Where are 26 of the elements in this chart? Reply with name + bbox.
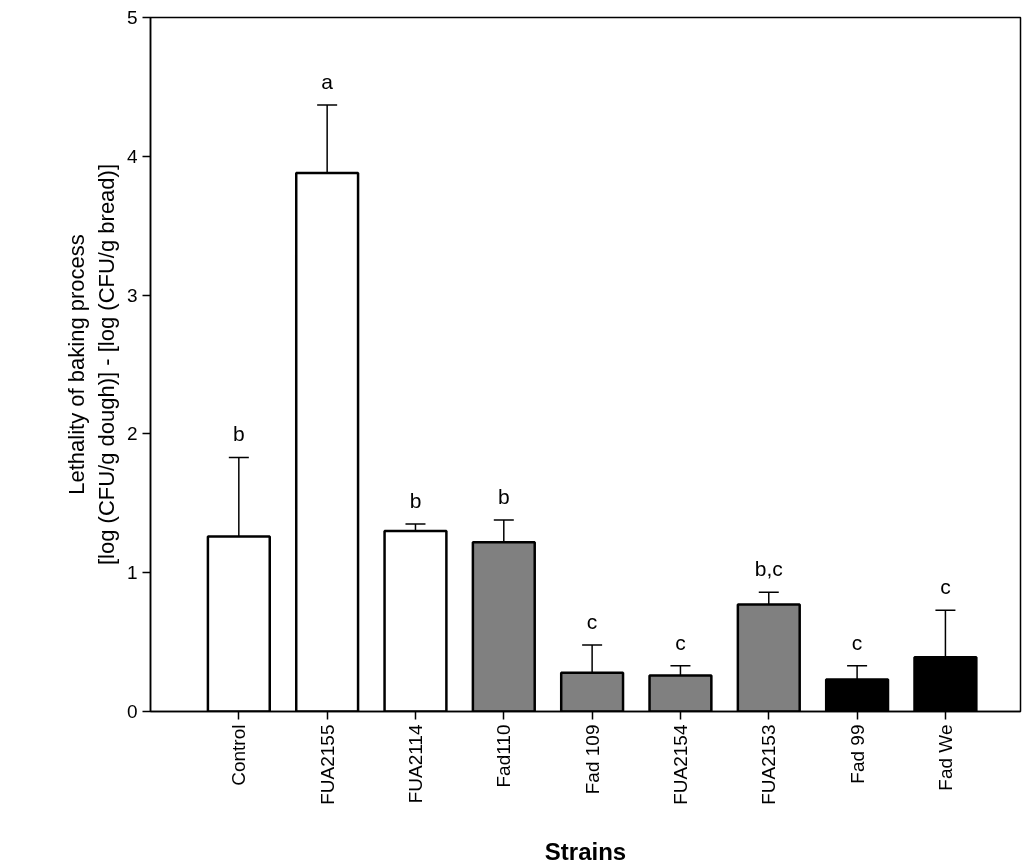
x-tick-label: Fad110 [493,724,515,788]
y-tick-label: 4 [126,145,138,167]
annotation: c [851,630,863,654]
x-tick-label: FUA2154 [669,724,691,805]
y-tick-label: 0 [126,701,138,722]
y-tick-label: 5 [126,7,138,28]
x-tick-label: FUA2155 [316,724,338,805]
x-tick-label: Control [228,724,250,786]
y-tick-label: 1 [126,562,138,584]
annotation: c [940,575,951,599]
annotation: b,c [754,557,783,581]
x-tick-label: Fad 109 [581,724,603,795]
y-axis-title: Lethality of baking process [log (CFU/g dough)] - [log (CFU/g bread)] [63,163,119,566]
x-axis-title: Strains [544,837,627,865]
annotation: c [586,609,598,633]
annotation: b [497,484,510,508]
y-tick-label: 2 [126,423,138,445]
x-tick-label: Fad 99 [846,724,868,784]
annotation: b [232,422,245,446]
x-tick-label: FUA2114 [404,724,426,804]
y-tick-label: 3 [126,284,138,306]
annotation: b [409,489,422,513]
x-tick-label: FUA2153 [758,724,780,805]
x-tick-label: Fad We [934,724,956,791]
annotation: c [675,630,686,654]
annotation: a [321,69,334,93]
